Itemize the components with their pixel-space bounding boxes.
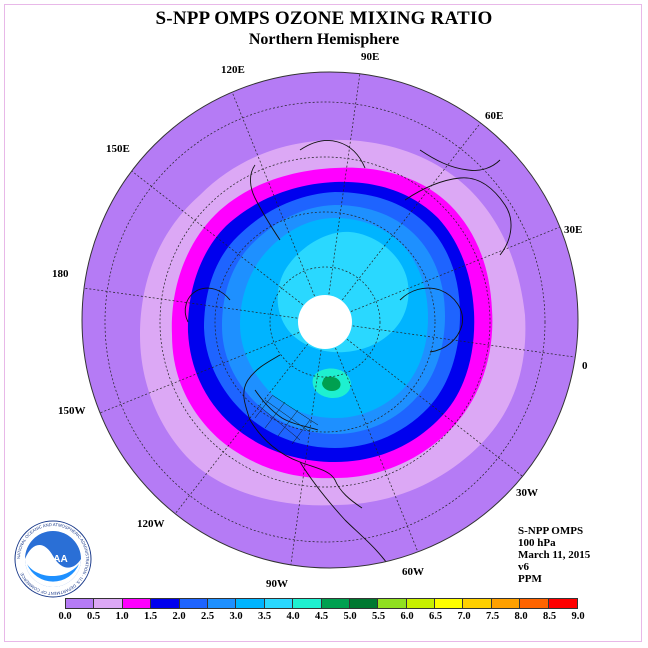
info-date: March 11, 2015 <box>518 549 591 561</box>
info-instrument: S-NPP OMPS <box>518 525 584 537</box>
colorbar-tick-label: 3.5 <box>257 611 272 622</box>
latitude-circle <box>214 211 436 433</box>
meridian-line <box>83 321 326 420</box>
colorbar-tick-label: 6.5 <box>428 611 443 622</box>
colorbar-segment <box>207 599 237 608</box>
colorbar-segment <box>548 599 578 608</box>
colorbar-tick-label: 6.0 <box>400 611 414 622</box>
colorbar-tick-label: 7.0 <box>457 611 471 622</box>
colorbar-tick-label: 0.0 <box>58 611 72 622</box>
lon-label-0: 0 <box>582 360 588 372</box>
meridian-line <box>227 80 326 323</box>
lon-label-150e: 150E <box>106 143 130 155</box>
colorbar-segment <box>151 599 180 608</box>
meridian-line <box>119 161 326 323</box>
colorbar-tick-label: 1.0 <box>115 611 129 622</box>
lon-label-180: 180 <box>52 268 69 280</box>
colorbar-tick-label: 2.5 <box>200 611 215 622</box>
meridian-line <box>324 321 423 564</box>
coastlines <box>184 139 512 568</box>
lon-label-60w: 60W <box>402 566 424 578</box>
meridian-line <box>288 321 326 568</box>
chart-title: S-NPP OMPS OZONE MIXING RATIO <box>155 8 493 29</box>
colorbar-tick-label: 3.0 <box>229 611 243 622</box>
figure-frame <box>4 4 642 642</box>
colorbar-segment <box>435 599 464 608</box>
colorbar-tick-label: 8.5 <box>542 611 557 622</box>
colorbar-segment <box>321 599 350 608</box>
colorbar-segment <box>463 599 492 608</box>
latitude-circle <box>269 266 381 378</box>
colorbar-segment <box>349 599 379 608</box>
meridian-line <box>324 321 531 483</box>
colorbar-segment <box>66 599 95 608</box>
pole-no-data <box>298 295 352 349</box>
colorbar-tick-label: 0.5 <box>86 611 101 622</box>
colorbar-tick-label: 9.0 <box>571 611 585 622</box>
meridian-line <box>324 224 567 323</box>
map-boundary <box>81 71 579 569</box>
lon-label-120e: 120E <box>221 64 245 76</box>
colorbar-segment <box>264 599 294 608</box>
latitude-circle <box>159 156 491 488</box>
colorbar-tick-label: 8.0 <box>514 611 528 622</box>
colorbar-tick-label: 4.0 <box>286 611 300 622</box>
lon-label-60e: 60E <box>485 110 504 122</box>
colorbar-segment <box>406 599 436 608</box>
colorbar-segment <box>122 599 152 608</box>
state-borders <box>254 394 319 445</box>
meridian-line <box>82 285 326 323</box>
graticule <box>82 72 578 568</box>
colorbar-ticks: 0.0 0.5 1.0 1.5 2.0 2.5 3.0 3.5 4.0 4.5 5.0 5.5 6.0 6… <box>0 611 648 625</box>
info-block: S-NPP OMPS 100 hPa March 11, 2015 v6 PPM <box>518 525 590 585</box>
lon-label-90e: 90E <box>361 51 380 63</box>
colorbar-segment <box>293 599 322 608</box>
colorbar-tick-label: 5.0 <box>343 611 357 622</box>
colorbar-segment <box>94 599 123 608</box>
colorbar-segment <box>236 599 265 608</box>
colorbar-segment <box>491 599 521 608</box>
colorbar-tick-label: 7.5 <box>485 611 500 622</box>
lon-label-120w: 120W <box>137 518 165 530</box>
info-version: v6 <box>518 561 529 573</box>
info-units: PPM <box>518 573 542 585</box>
noaa-logo: NOAA NATIONAL OCEANIC AND ATMOSPHERIC AD… <box>14 520 92 598</box>
colorbar-tick-label: 5.5 <box>371 611 386 622</box>
field-band-4-5 <box>322 376 341 391</box>
lon-label-30e: 30E <box>564 224 583 236</box>
lon-label-30w: 30W <box>516 487 538 499</box>
lon-label-150w: 150W <box>58 405 86 417</box>
latitude-circle <box>104 101 546 543</box>
colorbar-segment <box>378 599 407 608</box>
info-level: 100 hPa <box>518 537 556 549</box>
meridian-line <box>324 116 486 323</box>
colorbar <box>65 598 578 609</box>
colorbar-segment <box>520 599 549 608</box>
meridian-line <box>164 321 326 528</box>
colorbar-tick-label: 2.0 <box>172 611 186 622</box>
colorbar-tick-label: 4.5 <box>314 611 329 622</box>
colorbar-segment <box>179 599 208 608</box>
meridian-line <box>324 72 362 323</box>
chart-subtitle: Northern Hemisphere <box>248 31 400 48</box>
lon-label-90w: 90W <box>266 578 288 590</box>
colorbar-tick-label: 1.5 <box>143 611 158 622</box>
noaa-logo-text: NOAA <box>38 554 67 565</box>
